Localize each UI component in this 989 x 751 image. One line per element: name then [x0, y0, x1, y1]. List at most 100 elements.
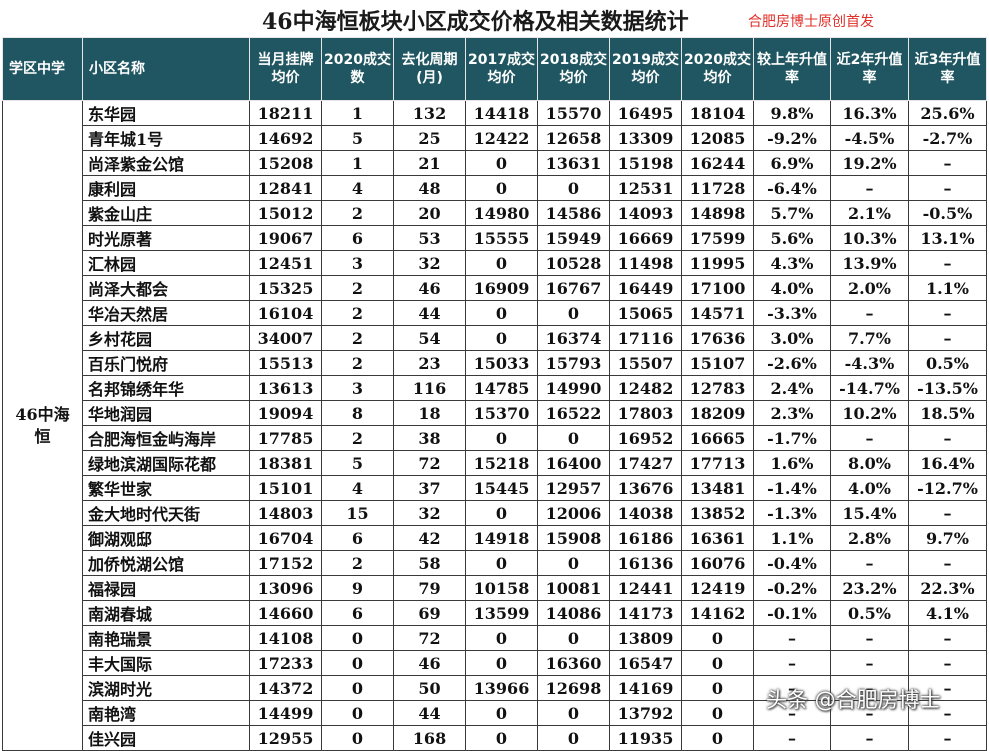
- table-cell: 18211: [249, 100, 322, 126]
- table-cell: 2.3%: [753, 400, 831, 426]
- table-cell: 9.7%: [908, 525, 987, 551]
- community-name: 南艳瑞景: [82, 625, 250, 651]
- table-cell: -2.6%: [753, 350, 831, 376]
- table-cell: 168: [393, 725, 466, 751]
- table-cell: 13631: [537, 150, 610, 176]
- table-cell: 6: [321, 600, 394, 626]
- table-cell: 14418: [465, 100, 538, 126]
- table-cell: 17427: [609, 450, 682, 476]
- table-cell: 2: [321, 550, 394, 576]
- table-cell: 14692: [249, 125, 322, 151]
- table-cell: 14372: [249, 675, 322, 701]
- title-bar: 46中海恒板块小区成交价格及相关数据统计 合肥房博士原创首发: [0, 0, 989, 37]
- table-cell: 13809: [609, 625, 682, 651]
- table-cell: 46: [393, 650, 466, 676]
- table-cell: 4.3%: [753, 250, 831, 276]
- table-cell: 50: [393, 675, 466, 701]
- table-row: 汇林园 12451 3 32 0 10528 11498 11995 4.3% 13.9% –: [3, 250, 987, 276]
- table-title: 46中海恒板块小区成交价格及相关数据统计: [262, 9, 689, 35]
- table-cell: 16.4%: [908, 450, 987, 476]
- table-cell: 12006: [537, 500, 610, 526]
- table-cell: 2: [321, 300, 394, 326]
- table-cell: 9.8%: [753, 100, 831, 126]
- table-cell: 3.0%: [753, 325, 831, 351]
- table-cell: 0: [465, 300, 538, 326]
- table-cell: 13613: [249, 375, 322, 401]
- table-cell: –: [830, 650, 909, 676]
- table-cell: 15908: [537, 525, 610, 551]
- column-header: 近3年升值率: [908, 37, 987, 101]
- table-cell: 0: [681, 650, 754, 676]
- table-cell: 17636: [681, 325, 754, 351]
- table-cell: 1.1%: [908, 275, 987, 301]
- community-name: 华冶天然居: [82, 300, 250, 326]
- table-cell: 16244: [681, 150, 754, 176]
- table-cell: –: [753, 650, 831, 676]
- table-cell: 0: [465, 175, 538, 201]
- table-cell: 0: [681, 675, 754, 701]
- table-cell: 16669: [609, 225, 682, 251]
- table-row: 合肥海恒金屿海岸 17785 2 38 0 0 16952 16665 -1.7% – –: [3, 425, 987, 451]
- table-row: 丰大国际 17233 0 46 0 16360 16547 0– – –: [3, 650, 987, 676]
- table-cell: 12658: [537, 125, 610, 151]
- table-cell: 14898: [681, 200, 754, 226]
- table-cell: 16136: [609, 550, 682, 576]
- table-cell: 11498: [609, 250, 682, 276]
- column-header: 2018成交均价: [537, 37, 610, 101]
- community-name: 名邦锦绣年华: [82, 375, 250, 401]
- table-cell: 12419: [681, 575, 754, 601]
- table-cell: 13.9%: [830, 250, 909, 276]
- table-cell: 5: [321, 125, 394, 151]
- table-cell: 11728: [681, 175, 754, 201]
- table-cell: 14169: [609, 675, 682, 701]
- table-row: 青年城1号 14692 5 25 12422 12658 13309 12085 -9.2% -4…: [3, 125, 987, 151]
- table-cell: 7.7%: [830, 325, 909, 351]
- column-header: 学区中学: [2, 37, 83, 101]
- table-cell: 38: [393, 425, 466, 451]
- table-row: 华地润园 19094 8 18 15370 16522 17803 18209 2.3% 10.2…: [3, 400, 987, 426]
- table-cell: 1: [321, 150, 394, 176]
- table-body: 46中海恒 东华园 18211 1 132 14418 15570 16495 18104 9.8…: [2, 100, 987, 751]
- table-cell: 15101: [249, 475, 322, 501]
- table-cell: 16704: [249, 525, 322, 551]
- table-cell: 8.0%: [830, 450, 909, 476]
- table-cell: -9.2%: [753, 125, 831, 151]
- table-cell: 12955: [249, 725, 322, 751]
- table-cell: 25.6%: [908, 100, 987, 126]
- table-cell: 16104: [249, 300, 322, 326]
- table-cell: 12957: [537, 475, 610, 501]
- table-cell: 13676: [609, 475, 682, 501]
- table-cell: 10081: [537, 575, 610, 601]
- column-header: 小区名称: [82, 37, 250, 101]
- table-cell: 79: [393, 575, 466, 601]
- column-header: 近2年升值率: [830, 37, 909, 101]
- table-cell: 15507: [609, 350, 682, 376]
- table-cell: 2.4%: [753, 375, 831, 401]
- table-cell: 23: [393, 350, 466, 376]
- table-cell: 16665: [681, 425, 754, 451]
- table-cell: 15445: [465, 475, 538, 501]
- table-cell: 25: [393, 125, 466, 151]
- table-cell: 14499: [249, 700, 322, 726]
- table-cell: 17785: [249, 425, 322, 451]
- table-cell: 0: [465, 425, 538, 451]
- table-cell: 14586: [537, 200, 610, 226]
- table-cell: 72: [393, 625, 466, 651]
- table-cell: 15: [321, 500, 394, 526]
- table-cell: 6: [321, 525, 394, 551]
- table-cell: 15570: [537, 100, 610, 126]
- table-row: 华冶天然居 16104 2 44 0 0 15065 14571 -3.3% – –: [3, 300, 987, 326]
- column-header: 2020成交均价: [681, 37, 754, 101]
- table-cell: –: [908, 250, 987, 276]
- community-name: 合肥海恒金屿海岸: [82, 425, 250, 451]
- table-cell: 0: [321, 650, 394, 676]
- table-cell: 16400: [537, 450, 610, 476]
- table-cell: –: [908, 725, 987, 751]
- table-cell: –: [908, 650, 987, 676]
- table-cell: 15.4%: [830, 500, 909, 526]
- community-name: 金大地时代天街: [82, 500, 250, 526]
- table-cell: 2: [321, 350, 394, 376]
- table-cell: 18.5%: [908, 400, 987, 426]
- table-cell: 13852: [681, 500, 754, 526]
- table-cell: 0: [537, 625, 610, 651]
